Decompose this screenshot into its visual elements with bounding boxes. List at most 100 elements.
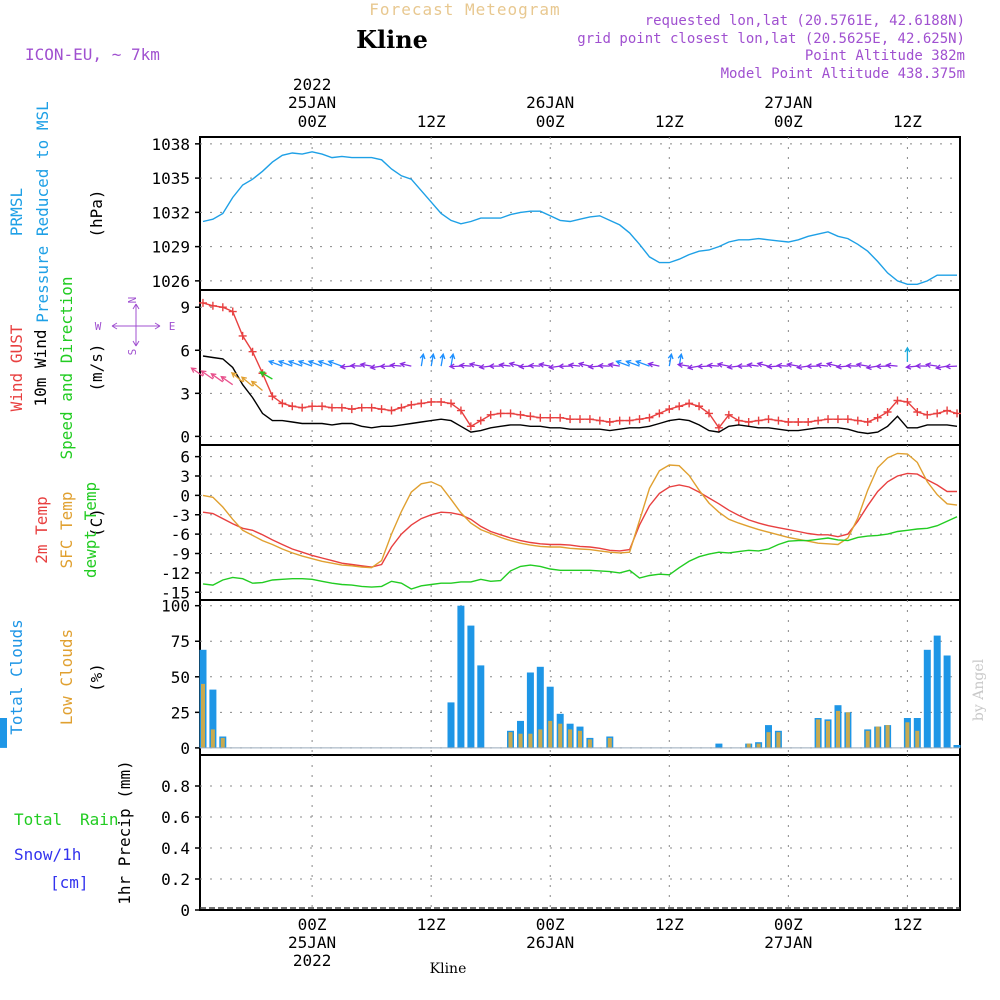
gust-marker (288, 402, 297, 411)
wind-direction-arrow (835, 363, 848, 370)
wind-direction-arrow (527, 362, 541, 369)
gust-marker (437, 397, 446, 406)
gust-marker (407, 400, 416, 409)
top-time-label: 00Z (774, 112, 803, 131)
gust-marker (546, 413, 555, 422)
top-time-label: 25JAN (288, 93, 336, 112)
gust-marker (625, 416, 634, 425)
top-time-label: 00Z (536, 112, 565, 131)
label-sfc-temp: SFC Temp (57, 491, 76, 568)
wind-direction-arrow (805, 363, 819, 370)
bottom-time-label: 00Z (536, 915, 565, 934)
wind-direction-arrow (379, 363, 392, 370)
wind-direction-arrow (399, 361, 412, 368)
label-total-clouds: Total Clouds (7, 619, 26, 735)
cloud-bar-low_clouds (210, 729, 215, 748)
gust-marker (496, 409, 505, 418)
gust-marker (605, 418, 614, 427)
gust-marker (943, 406, 952, 415)
top-time-label: 00Z (298, 112, 327, 131)
cloud-bar-total_clouds (715, 743, 723, 748)
gust-marker (218, 303, 227, 312)
wind-direction-arrow (448, 363, 461, 370)
wind-direction-arrow (468, 361, 481, 368)
wind-direction-arrow (307, 359, 323, 367)
wind-direction-arrow (478, 363, 491, 370)
cloud-bar-low_clouds (201, 683, 205, 748)
y-tick-label: 0 (180, 486, 190, 505)
gust-marker (387, 406, 396, 415)
wind-direction-arrow (547, 364, 561, 371)
gust-marker (526, 412, 535, 421)
gust-marker (367, 403, 376, 412)
cloud-bar-total_clouds (447, 702, 455, 748)
gust-marker (427, 397, 436, 406)
wind-direction-arrow (944, 363, 958, 370)
wind-direction-arrow (557, 363, 571, 370)
y-tick-label: 6 (180, 448, 190, 467)
y-tick-label: 0 (180, 427, 190, 446)
gust-marker (556, 413, 565, 422)
cloud-bar-low_clouds (548, 720, 553, 748)
wind-direction-arrow (567, 362, 581, 369)
gust-marker (456, 406, 465, 415)
gust-marker (347, 405, 356, 414)
cloud-bar-low_clouds (776, 732, 781, 748)
y-tick-label: 1026 (151, 272, 190, 291)
y-tick-label: 9 (180, 298, 190, 317)
gust-marker (228, 307, 237, 316)
gust-marker (695, 402, 704, 411)
wind-direction-arrow (706, 362, 719, 369)
bottom-time-label: 00Z (298, 915, 327, 934)
wind-direction-arrow (875, 363, 888, 370)
y-tick-label: 100 (161, 597, 190, 616)
gust-marker (784, 418, 793, 427)
y-tick-label: 0.6 (161, 808, 190, 827)
gust-marker (873, 413, 882, 422)
wind-direction-arrow (647, 361, 660, 368)
y-tick-label: 0.8 (161, 777, 190, 796)
gust-marker (466, 422, 475, 431)
wind-direction-arrow (914, 363, 928, 369)
series-line-sfc (202, 452, 958, 569)
wind-direction-arrow (607, 362, 620, 368)
gust-marker (566, 415, 575, 424)
wind-direction-arrow (795, 364, 809, 371)
point-altitude: Point Altitude 382m (805, 48, 965, 64)
compass-west: W (95, 320, 102, 333)
cloud-bar-total_clouds (546, 686, 554, 748)
y-tick-label: 3 (180, 384, 190, 403)
wind-direction-arrow (449, 352, 456, 367)
wind-direction-arrow (210, 373, 224, 383)
wind-direction-arrow (458, 362, 471, 369)
cloud-bar-low_clouds (587, 739, 592, 748)
gust-marker (268, 392, 277, 401)
bottom-time-label: 2022 (293, 951, 332, 970)
wind-direction-arrow (538, 361, 551, 368)
wind-direction-arrow (277, 359, 293, 367)
series-line-temp2m (202, 472, 957, 568)
y-axis-label: (C) (87, 508, 106, 537)
label-10m-wind: 10m Wind (31, 329, 50, 406)
label-pressure-msl: Pressure Reduced to MSL (33, 101, 52, 323)
wind-direction-arrow (429, 352, 436, 367)
top-time-label: 12Z (417, 112, 446, 131)
cloud-bar-low_clouds (220, 737, 225, 748)
cloud-bar-low_clouds (756, 743, 761, 748)
wind-direction-arrow (349, 362, 362, 369)
wind-direction-arrow (297, 359, 313, 367)
series-line-gust (202, 302, 958, 429)
top-time-label: 12Z (893, 112, 922, 131)
cloud-bar-total_clouds (536, 666, 544, 748)
cloud-bar-low_clouds (885, 725, 890, 748)
cloud-bar-low_clouds (607, 737, 612, 748)
gust-marker (486, 410, 495, 419)
bottom-time-label: 12Z (655, 915, 684, 934)
wind-direction-arrow (625, 359, 640, 367)
wind-direction-arrow (776, 362, 789, 369)
gust-marker (774, 416, 783, 425)
label-2m-temp: 2m Temp (32, 496, 51, 563)
y-tick-label: 3 (180, 467, 190, 486)
cloud-bar-low_clouds (558, 723, 563, 748)
y-tick-label: 50 (171, 668, 190, 687)
